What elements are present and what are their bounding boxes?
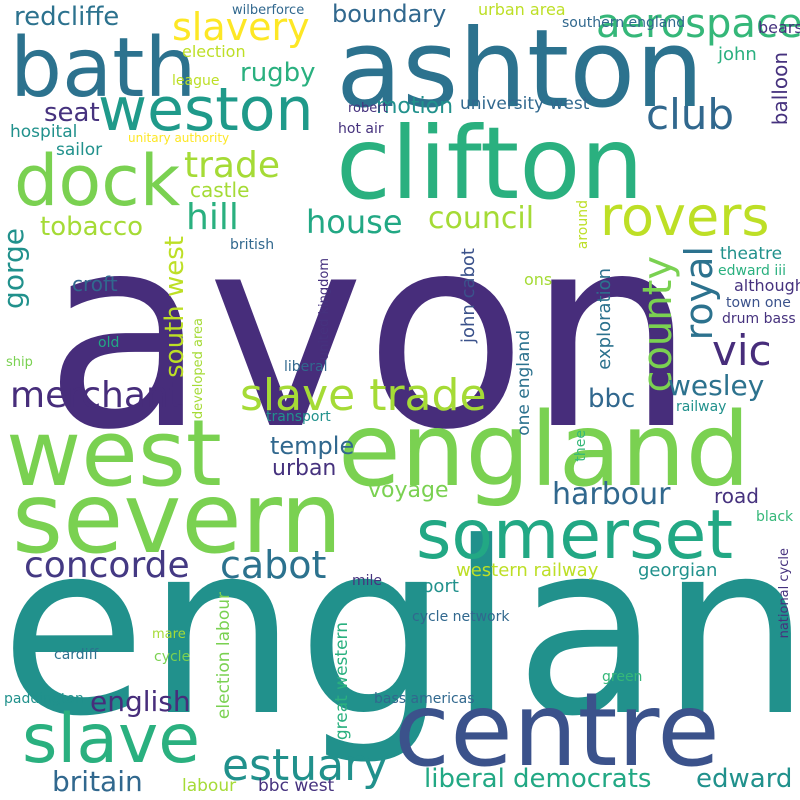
word-great-western: great western xyxy=(332,622,352,741)
word-england-2: england xyxy=(338,391,751,510)
word-john: john xyxy=(718,44,757,65)
word-hot-air: hot air xyxy=(338,121,384,137)
word-bath: bath xyxy=(10,21,197,116)
word-british: british xyxy=(230,237,275,253)
word-port: port xyxy=(422,576,459,597)
word-bbc: bbc xyxy=(588,384,636,414)
word-urban: urban xyxy=(272,456,337,481)
word-league: league xyxy=(172,73,220,89)
word-election-labour: election labour xyxy=(214,592,234,720)
word-dock: dock xyxy=(14,140,181,222)
word-election: election xyxy=(182,42,246,61)
word-cycle-network: cycle network xyxy=(412,609,510,625)
word-drum-bass: drum bass xyxy=(722,311,796,327)
word-rovers: rovers xyxy=(600,185,770,248)
word-bears: bears xyxy=(758,18,800,37)
word-wilberforce: wilberforce xyxy=(232,3,305,18)
word-theatre: theatre xyxy=(720,244,783,264)
word-green: green xyxy=(602,669,643,685)
word-mile: mile xyxy=(352,573,383,589)
word-severn: severn xyxy=(12,462,343,576)
word-old: old xyxy=(98,335,120,351)
word-georgian: georgian xyxy=(638,560,718,581)
word-developed-area: developed area xyxy=(191,318,206,420)
word-concorde: concorde xyxy=(24,545,190,586)
word-castle: castle xyxy=(190,178,250,202)
word-urban-area: urban area xyxy=(478,0,566,19)
word-bass-americas: bass americas xyxy=(374,691,475,707)
word-exploration: exploration xyxy=(594,268,615,370)
word-cardiff: cardiff xyxy=(54,647,99,663)
word-national-cycle: national cycle xyxy=(777,548,792,639)
word-vic: vic xyxy=(712,326,772,375)
word-cycle: cycle xyxy=(154,649,191,665)
word-avon: avon xyxy=(44,178,696,488)
word-seat: seat xyxy=(44,98,100,128)
word-although: although xyxy=(734,276,800,295)
word-english: english xyxy=(90,685,191,718)
word-railway: railway xyxy=(676,399,727,415)
word-united-kingdom: united kingdom xyxy=(317,258,332,361)
word-england-1: england xyxy=(0,492,800,769)
word-balloon: balloon xyxy=(768,52,792,126)
word-council: council xyxy=(428,201,535,236)
word-paddington: paddington xyxy=(4,691,84,707)
word-temple: temple xyxy=(270,432,355,460)
word-ashton: ashton xyxy=(336,7,704,132)
word-somerset: somerset xyxy=(416,496,733,575)
word-town-one: town one xyxy=(726,295,791,311)
word-liberal: liberal xyxy=(284,359,328,375)
word-one-england: one england xyxy=(514,330,534,436)
word-slave: slave xyxy=(22,700,201,779)
word-voyage: voyage xyxy=(368,478,449,503)
word-mare: mare xyxy=(152,627,186,642)
word-black: black xyxy=(756,509,794,525)
word-wesley: wesley xyxy=(668,369,765,402)
word-edward: edward xyxy=(696,764,793,794)
word-slavery: slavery xyxy=(172,5,310,49)
word-john-cabot: john cabot xyxy=(458,248,479,343)
word-southern-england: southern england xyxy=(562,15,686,31)
word-bbc-west: bbc west xyxy=(258,776,335,796)
word-rugby: rugby xyxy=(240,58,316,88)
word-aerospace: aerospace xyxy=(596,1,800,47)
word-motion: motion xyxy=(376,94,454,119)
word-centre: centre xyxy=(394,671,720,790)
word-croft: croft xyxy=(72,272,118,296)
word-boundary: boundary xyxy=(332,0,447,28)
word-tobacco: tobacco xyxy=(40,212,144,242)
word-road: road xyxy=(714,484,759,508)
word-ship: ship xyxy=(6,355,33,370)
word-edward-iii: edward iii xyxy=(718,263,787,279)
word-robert: robert xyxy=(348,101,388,116)
word-transport: transport xyxy=(266,409,331,425)
word-estuary: estuary xyxy=(222,740,389,791)
word-west: west xyxy=(6,400,222,507)
word-gorge: gorge xyxy=(0,228,30,309)
word-merchant: merchant xyxy=(10,375,183,416)
word-ons: ons xyxy=(524,270,553,289)
word-liberal-democrats: liberal democrats xyxy=(424,764,652,794)
word-club: club xyxy=(646,90,735,139)
word-trade: trade xyxy=(184,145,280,186)
word-university-west: university west xyxy=(460,94,590,114)
word-south-west: south west xyxy=(160,236,190,378)
word-house: house xyxy=(306,203,403,241)
word-western-railway: western railway xyxy=(456,560,599,581)
word-hill: hill xyxy=(186,197,239,238)
word-hospital: hospital xyxy=(10,122,78,142)
word-labour: labour xyxy=(182,776,237,796)
word-redcliffe: redcliffe xyxy=(14,2,120,32)
word-harbour: harbour xyxy=(552,477,671,512)
word-slave-trade: slave trade xyxy=(240,370,487,421)
word-sailor: sailor xyxy=(56,140,103,160)
word-weston: weston xyxy=(98,75,314,145)
word-britain: britain xyxy=(52,765,143,798)
word-thee: thee xyxy=(573,430,589,462)
word-unitary-authority: unitary authority xyxy=(128,131,230,145)
word-clifton: clifton xyxy=(336,105,644,222)
word-cabot: cabot xyxy=(220,543,327,587)
word-around: around xyxy=(575,200,591,250)
